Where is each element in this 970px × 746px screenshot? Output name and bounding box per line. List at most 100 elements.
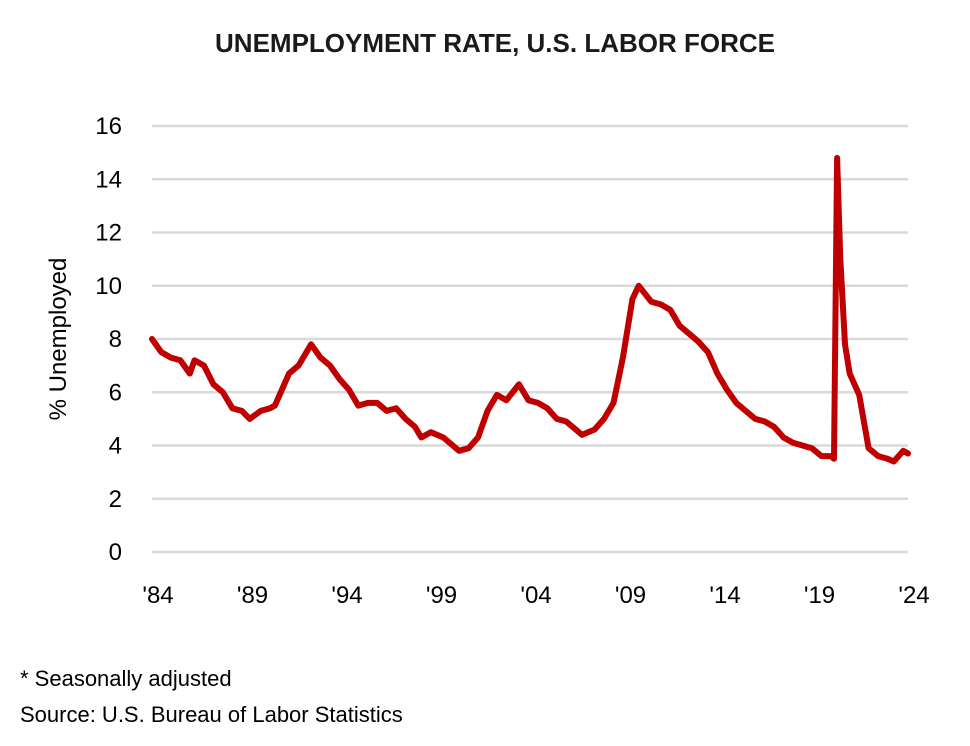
data-point xyxy=(603,418,605,420)
y-tick-label: 0 xyxy=(109,539,122,566)
y-tick-label: 2 xyxy=(109,486,122,513)
data-point xyxy=(288,373,290,375)
y-tick-label: 8 xyxy=(109,326,122,353)
data-point xyxy=(420,437,422,439)
footnote-source: Source: U.S. Bureau of Labor Statistics xyxy=(20,702,403,727)
data-point xyxy=(745,410,747,412)
data-point xyxy=(612,402,614,404)
y-tick-label: 4 xyxy=(109,433,122,460)
data-point xyxy=(575,429,577,431)
x-tick-label: '04 xyxy=(520,582,551,609)
data-point xyxy=(348,389,350,391)
data-point xyxy=(716,373,718,375)
data-point xyxy=(189,373,191,375)
chart-title: UNEMPLOYMENT RATE, U.S. LABOR FORCE xyxy=(215,28,775,58)
data-point xyxy=(556,418,558,420)
data-point xyxy=(688,333,690,335)
data-point xyxy=(194,359,196,361)
data-point xyxy=(386,410,388,412)
x-tick-label: '14 xyxy=(709,582,740,609)
data-point xyxy=(801,445,803,446)
data-point xyxy=(486,410,488,412)
data-point xyxy=(338,378,340,380)
data-point xyxy=(496,394,498,396)
data-point xyxy=(249,418,251,420)
data-point xyxy=(367,402,369,404)
data-point xyxy=(907,452,909,454)
data-point xyxy=(631,298,633,300)
data-point xyxy=(754,418,756,420)
data-point xyxy=(320,357,322,359)
data-point xyxy=(868,447,870,449)
data-point xyxy=(430,431,432,433)
data-point xyxy=(505,399,507,401)
data-point xyxy=(203,365,205,367)
data-point xyxy=(833,458,835,460)
x-tick-label: '89 xyxy=(237,582,268,609)
data-point xyxy=(669,309,671,311)
data-point xyxy=(849,373,851,375)
data-point xyxy=(260,410,262,412)
data-point xyxy=(212,383,214,385)
data-point xyxy=(820,455,822,457)
data-point xyxy=(414,426,416,428)
x-tick-label: '84 xyxy=(142,582,173,609)
data-point xyxy=(764,421,766,423)
data-point xyxy=(452,445,454,446)
x-tick-label: '19 xyxy=(804,582,835,609)
data-point xyxy=(836,157,838,159)
data-point xyxy=(395,407,397,409)
y-tick-label: 14 xyxy=(95,166,122,193)
data-point xyxy=(707,351,709,353)
y-axis-label: % Unemployed xyxy=(45,258,72,421)
y-tick-label: 6 xyxy=(109,379,122,406)
data-point xyxy=(222,391,224,393)
data-point xyxy=(581,434,583,436)
data-point xyxy=(565,421,567,423)
data-point xyxy=(594,429,596,431)
data-point xyxy=(650,301,652,303)
data-point xyxy=(735,402,737,404)
data-point xyxy=(537,402,539,404)
data-point xyxy=(698,341,700,343)
data-point xyxy=(310,343,312,345)
data-point xyxy=(527,399,529,401)
data-point xyxy=(844,343,846,345)
data-point xyxy=(877,455,879,457)
data-point xyxy=(231,407,233,409)
data-point xyxy=(468,447,470,449)
data-point xyxy=(726,389,728,391)
unemployment-rate-line xyxy=(149,154,911,465)
data-point xyxy=(477,437,479,439)
data-point xyxy=(660,303,662,305)
data-point xyxy=(297,365,299,367)
data-point xyxy=(170,357,172,359)
data-point xyxy=(811,447,813,449)
x-tick-label: '94 xyxy=(331,582,362,609)
data-point xyxy=(279,394,281,396)
data-point xyxy=(405,418,407,420)
data-point xyxy=(679,325,681,327)
x-tick-label: '24 xyxy=(898,582,929,609)
data-point xyxy=(858,394,860,396)
data-point xyxy=(357,405,359,407)
data-point xyxy=(518,383,520,385)
data-point xyxy=(622,357,624,359)
data-point xyxy=(442,437,444,439)
data-point xyxy=(783,437,785,439)
data-point xyxy=(830,455,832,457)
data-point xyxy=(329,365,331,367)
data-point xyxy=(269,407,271,409)
data-point xyxy=(179,359,181,361)
data-point xyxy=(546,407,548,409)
data-point xyxy=(458,450,460,452)
x-tick-label: '99 xyxy=(426,582,457,609)
data-point xyxy=(839,258,841,260)
data-point xyxy=(638,285,640,287)
data-point xyxy=(773,426,775,428)
x-tick-label: '09 xyxy=(615,582,646,609)
data-point xyxy=(902,450,904,452)
y-tick-label: 16 xyxy=(95,113,122,140)
